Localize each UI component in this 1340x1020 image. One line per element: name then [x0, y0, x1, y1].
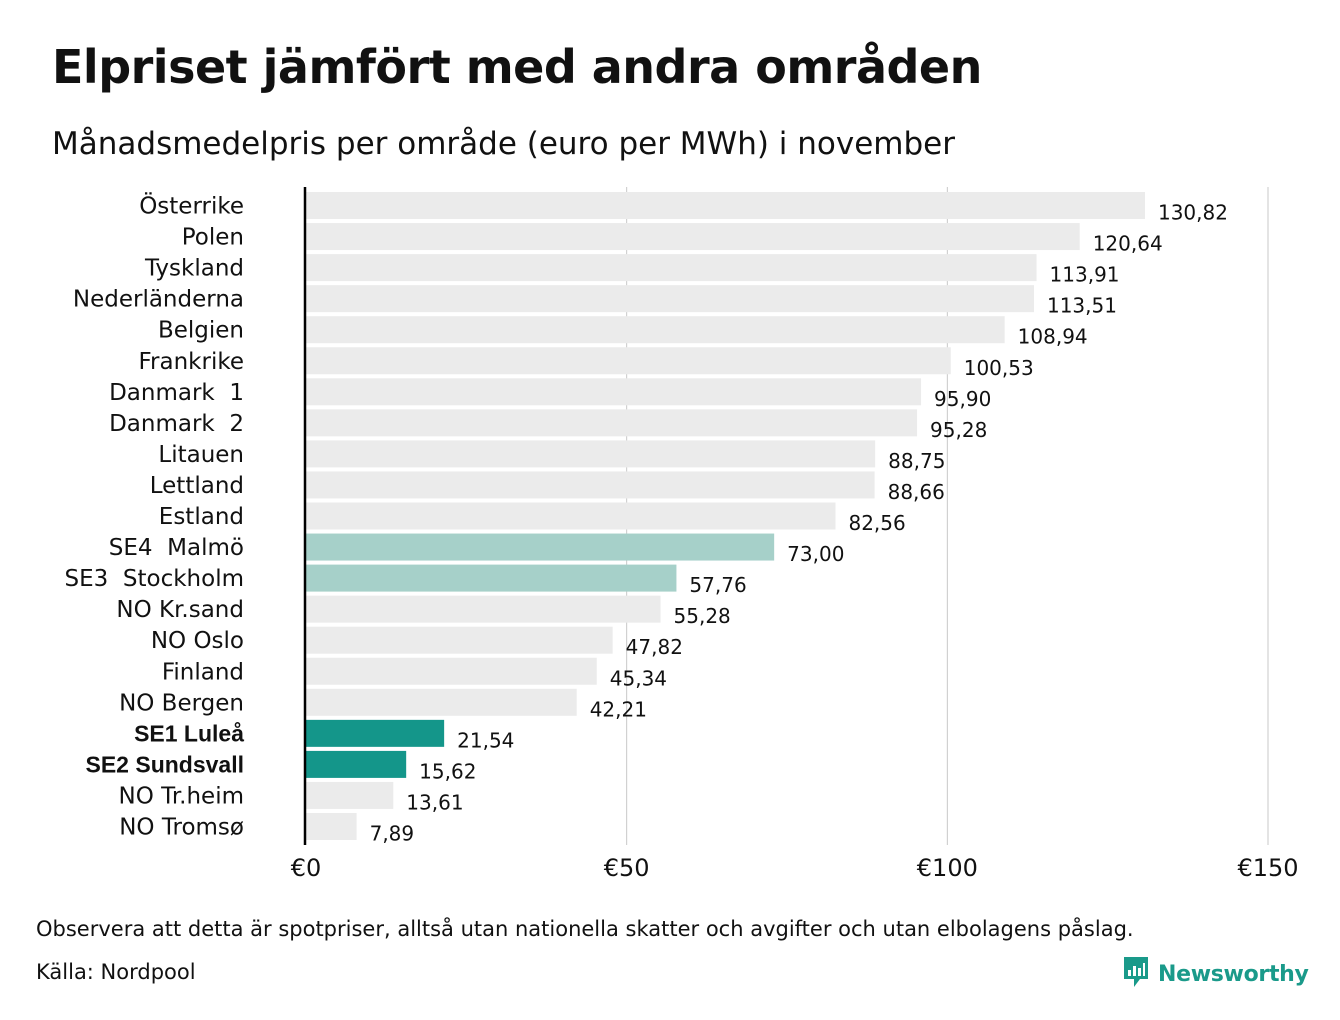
bar — [306, 719, 445, 747]
bar — [306, 595, 661, 623]
value-label: 7,89 — [370, 822, 415, 846]
value-label: 21,54 — [457, 728, 514, 752]
x-tick-label: €50 — [604, 854, 650, 882]
value-label: 113,91 — [1050, 263, 1120, 287]
bar — [306, 409, 918, 437]
source-credit: Källa: Nordpool — [36, 960, 196, 984]
category-label: SE4 Malmö — [109, 535, 244, 561]
category-label: NO Tr.heim — [119, 783, 244, 809]
value-label: 47,82 — [626, 635, 683, 659]
bar — [306, 657, 597, 685]
bar — [306, 502, 836, 530]
bar — [306, 533, 775, 561]
brand-name: Newsworthy — [1158, 961, 1309, 987]
x-tick-label: €0 — [291, 854, 322, 882]
value-label: 73,00 — [787, 542, 844, 566]
category-label: NO Oslo — [151, 628, 244, 654]
x-tick-label: €150 — [1237, 854, 1298, 882]
category-label: NO Bergen — [119, 690, 244, 716]
value-label: 108,94 — [1018, 325, 1088, 349]
category-label: Finland — [162, 659, 244, 685]
bar — [306, 471, 875, 499]
bar — [306, 781, 394, 809]
value-label: 42,21 — [590, 697, 647, 721]
bar — [306, 440, 876, 468]
category-label: Litauen — [158, 442, 244, 468]
chart-subtitle: Månadsmedelpris per område (euro per MWh… — [52, 126, 955, 162]
bar — [306, 254, 1037, 282]
value-label: 113,51 — [1047, 294, 1117, 318]
value-label: 95,28 — [930, 418, 987, 442]
x-tick-label: €100 — [917, 854, 978, 882]
value-label: 130,82 — [1158, 201, 1228, 225]
bar-chart-speech-bubble-icon — [1122, 955, 1150, 993]
category-label: Frankrike — [139, 349, 245, 375]
category-label: Nederländerna — [73, 287, 244, 313]
category-label: NO Tromsø — [119, 815, 244, 841]
bar — [306, 316, 1005, 344]
bar — [306, 192, 1145, 219]
category-label: SE2 Sundsvall — [85, 751, 244, 777]
bar — [306, 223, 1080, 251]
bar — [306, 626, 613, 654]
value-label: 15,62 — [419, 759, 476, 783]
footnote: Observera att detta är spotpriser, allts… — [36, 917, 1134, 941]
value-label: 95,90 — [934, 387, 991, 411]
bar — [306, 688, 577, 716]
category-label: SE1 Luleå — [134, 720, 244, 746]
bar — [306, 564, 677, 592]
value-label: 13,61 — [406, 790, 463, 814]
category-label: Danmark 2 — [109, 411, 244, 437]
value-label: 82,56 — [848, 511, 905, 535]
value-label: 88,75 — [888, 449, 945, 473]
category-label: Polen — [182, 225, 244, 251]
brand-logo: Newsworthy — [1122, 955, 1309, 993]
bar — [306, 378, 922, 406]
category-label: Belgien — [158, 318, 244, 344]
category-label: Estland — [159, 504, 244, 530]
category-label: NO Kr.sand — [116, 597, 244, 623]
category-label: Lettland — [150, 473, 244, 499]
bar-chart: Österrike 130,82 Polen 120,64 Tyskland 113,91… — [65, 187, 1299, 882]
chart-title: Elpriset jämfört med andra områden — [52, 40, 982, 94]
bar — [306, 285, 1034, 313]
category-label: Danmark 1 — [109, 380, 244, 406]
value-label: 45,34 — [610, 666, 667, 690]
category-label: Tyskland — [144, 256, 244, 282]
category-label: Österrike — [139, 192, 244, 220]
value-label: 100,53 — [964, 356, 1034, 380]
category-label: SE3 Stockholm — [65, 566, 245, 592]
value-label: 88,66 — [888, 480, 945, 504]
value-label: 57,76 — [689, 573, 746, 597]
value-label: 120,64 — [1093, 232, 1163, 256]
value-label: 55,28 — [674, 604, 731, 628]
bar — [306, 813, 357, 840]
bar — [306, 347, 951, 375]
bar — [306, 750, 407, 778]
